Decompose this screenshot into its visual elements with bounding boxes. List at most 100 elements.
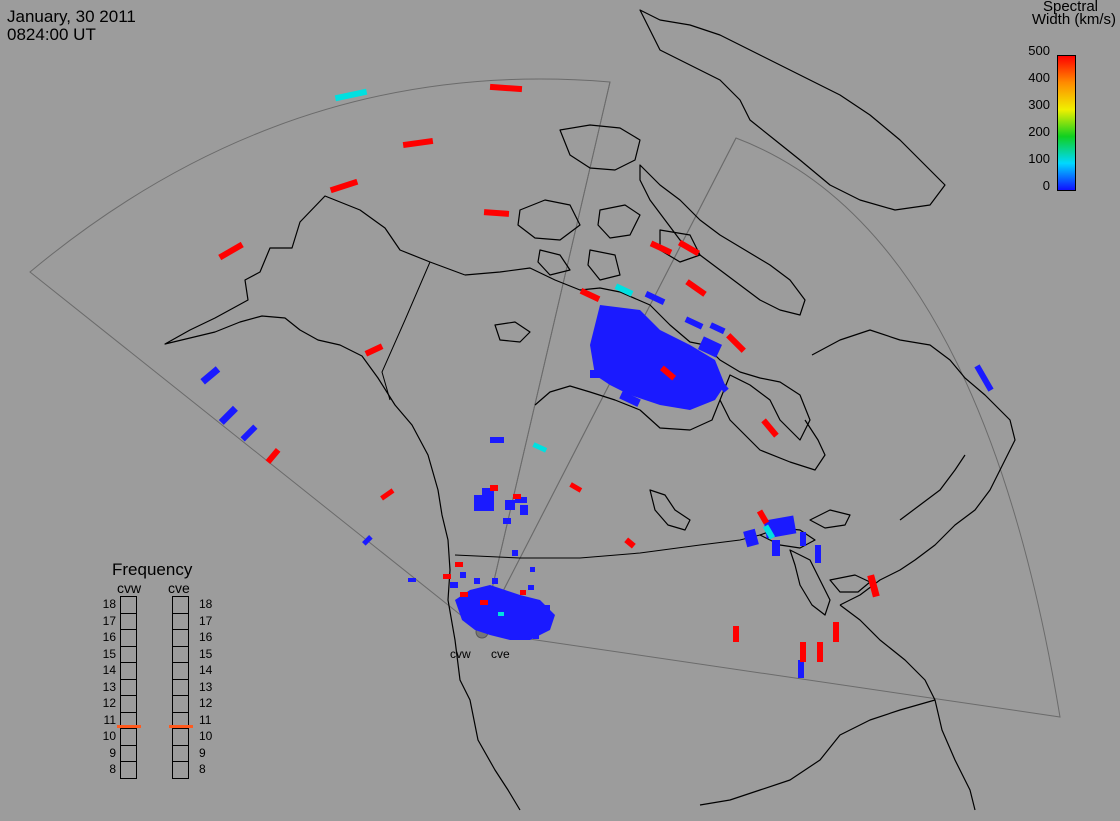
scatter-cell (659, 365, 677, 381)
scatter-cell (480, 600, 488, 605)
frequency-label-cvw: cvw (117, 580, 142, 596)
colorbar-tick-label: 400 (1028, 70, 1050, 85)
frequency-box (172, 596, 189, 614)
scatter-cell (240, 424, 258, 442)
scatter-cell (402, 137, 434, 149)
scatter-cell (867, 574, 880, 598)
scatter-cell (460, 592, 468, 597)
frequency-level-label: 14 (199, 663, 213, 677)
frequency-box (172, 728, 189, 746)
border-alaska-canada (381, 261, 431, 401)
scatter-cell (762, 524, 776, 540)
colorbar-title-line2: Width (km/s) (1031, 11, 1116, 28)
frequency-level-label: 13 (102, 679, 116, 694)
frequency-box (120, 761, 137, 779)
scatter-cell (329, 178, 359, 194)
scatter-cluster-central (474, 488, 535, 572)
scatter-cell (800, 642, 806, 662)
border-us-canada (454, 534, 761, 559)
frequency-level-label: 12 (199, 696, 213, 710)
frequency-box (172, 645, 189, 663)
scatter-cell (513, 494, 521, 499)
frequency-box (120, 629, 137, 647)
coast-arctic-mainland (464, 267, 811, 441)
coast-st-lawrence (899, 454, 966, 521)
frequency-level-label: 12 (102, 696, 116, 710)
scatter-cell (761, 418, 779, 438)
frequency-box (120, 744, 137, 762)
coastlines (164, 9, 1016, 811)
scatter-data (200, 83, 994, 678)
frequency-level-label: 15 (102, 646, 116, 661)
radar-label-cvw: cvw (450, 647, 471, 661)
scatter-cell (200, 366, 221, 385)
frequency-level-label: 15 (199, 646, 213, 661)
frequency-label-cve: cve (168, 580, 190, 596)
scatter-cluster-north (590, 291, 729, 410)
scatter-cell (569, 482, 583, 493)
scatter-cell (265, 447, 281, 465)
scatter-cell (408, 578, 416, 582)
frequency-box (172, 612, 189, 630)
title-date: January, 30 2011 (7, 7, 136, 26)
frequency-box (172, 761, 189, 779)
frequency-title: Frequency (112, 560, 193, 579)
coast-gulf (699, 699, 936, 806)
scatter-cluster-site (450, 572, 555, 640)
frequency-level-label: 10 (199, 729, 213, 743)
fov-inner-line (481, 81, 611, 633)
scatter-cell (677, 239, 701, 257)
coast-us-east (839, 604, 976, 811)
scatter-cell (532, 442, 548, 453)
frequency-box (172, 678, 189, 696)
radar-label-cve: cve (491, 647, 510, 661)
frequency-level-label: 13 (199, 679, 213, 694)
coast-central-lake (649, 489, 691, 531)
colorbar-tick-label: 0 (1042, 178, 1050, 193)
scatter-cell (380, 488, 395, 501)
fov-outline-east (481, 137, 1061, 718)
frequency-level-label: 11 (199, 712, 212, 727)
scatter-cell (649, 240, 673, 256)
scatter-cell (520, 590, 526, 595)
frequency-box (172, 629, 189, 647)
coast-greenland (639, 9, 946, 211)
frequency-level-label: 16 (102, 630, 116, 644)
scatter-cell (579, 288, 601, 302)
frequency-box (172, 695, 189, 713)
field-of-view-outlines (29, 78, 1061, 718)
scatter-cell (614, 283, 634, 297)
scatter-cell (362, 535, 373, 546)
scatter-cell (334, 88, 368, 102)
scatter-cell (733, 626, 739, 642)
frequency-marker-cvw (117, 725, 141, 729)
scatter-cell (489, 83, 523, 93)
coast-hudson-bay (719, 399, 826, 471)
scatter-cell (624, 537, 636, 549)
frequency-box (120, 662, 137, 680)
colorbar-tick-label: 100 (1028, 151, 1050, 166)
frequency-box (120, 728, 137, 746)
colorbar-title-line1: Spectral (1042, 0, 1098, 15)
fov-inner-line-2 (481, 137, 737, 633)
frequency-box (120, 695, 137, 713)
colorbar-tick-label: 300 (1028, 97, 1050, 112)
frequency-level-label: 11 (103, 712, 116, 727)
title-time: 0824:00 UT (7, 25, 96, 44)
colorbar-tick-label: 500 (1028, 43, 1050, 58)
fov-outline-west (29, 78, 611, 633)
scatter-cell (498, 612, 504, 616)
frequency-level-label: 14 (102, 663, 116, 677)
scatter-cluster-east (743, 515, 821, 678)
scatter-cell (364, 343, 384, 357)
frequency-box (120, 596, 137, 614)
frequency-marker-cve (169, 725, 193, 729)
scatter-cell (443, 574, 451, 579)
coast-labrador (811, 329, 1016, 606)
frequency-level-label: 9 (109, 745, 116, 760)
scatter-cell (455, 562, 463, 567)
frequency-level-label: 8 (199, 762, 206, 776)
scatter-cell (685, 279, 707, 297)
scatter-cell (726, 333, 746, 353)
